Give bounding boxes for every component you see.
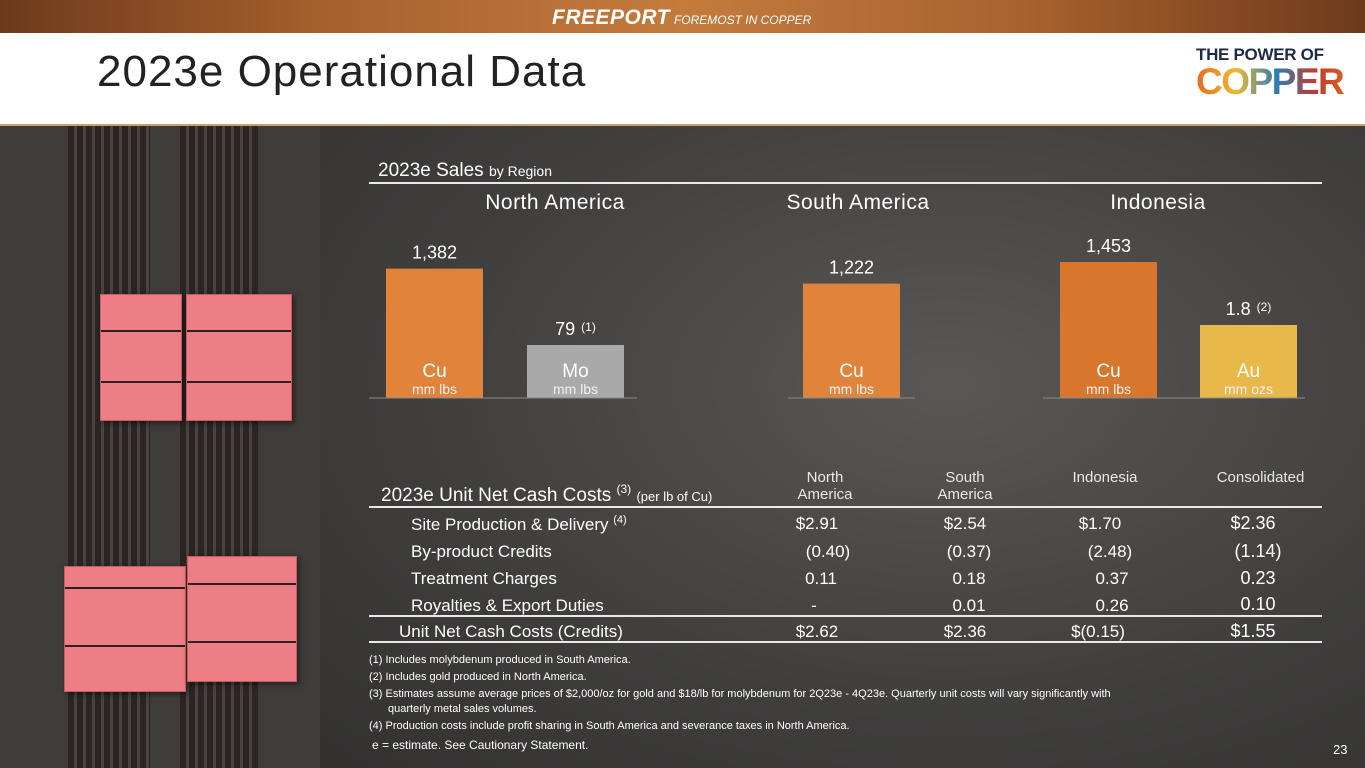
bar-indonesia-cu	[1060, 262, 1157, 398]
row-label-site-production: Site Production & Delivery (4)	[411, 514, 627, 535]
col-header-consolidated: Consolidated	[1198, 469, 1323, 486]
unit-label-north-america-mo: mm lbs	[553, 381, 598, 397]
top-banner: FREEPORT FOREMOST IN COPPER	[0, 0, 1365, 33]
bar-south-america-cu	[803, 283, 900, 398]
logo-top-text: THE POWER OF	[1196, 45, 1324, 64]
row-label-byproduct-credits: By-product Credits	[411, 542, 552, 561]
copper-plate	[186, 294, 292, 421]
copper-cathode-photo	[0, 126, 320, 768]
unit-label-indonesia-cu: mm lbs	[1086, 381, 1131, 397]
copper-plate	[100, 294, 182, 421]
value-label-north-america-mo: 79 (1)	[555, 319, 596, 339]
brand-name: FREEPORT	[552, 6, 670, 29]
cell-byproduct-na: (0.40)	[805, 542, 851, 561]
brand-tagline: FOREMOST IN COPPER	[673, 13, 812, 27]
col-header-line2: Consolidated	[1216, 469, 1305, 486]
footnote: (3) Estimates assume average prices of $…	[369, 688, 1111, 700]
cell-total-id: $(0.15)	[1071, 622, 1125, 641]
unit-label-indonesia-au: mm ozs	[1224, 381, 1273, 397]
cell-total-sa: $2.36	[943, 622, 987, 641]
sales-title-text: 2023e Sales	[378, 160, 484, 181]
title-bar: 2023e Operational Data THE POWER OF COPP…	[0, 33, 1365, 126]
costs-total-divider	[369, 615, 1322, 617]
row-label-royalties: Royalties & Export Duties	[411, 596, 604, 615]
copper-plate	[187, 556, 297, 682]
metal-label-indonesia-au: Au	[1237, 361, 1260, 382]
cell-royalties-id: 0.26	[1095, 596, 1129, 615]
bar-indonesia-au	[1200, 325, 1297, 398]
bar-north-america-cu	[386, 268, 483, 398]
cell-site-production-cons: $2.36	[1230, 513, 1276, 533]
col-header-indonesia: Indonesia	[1055, 469, 1155, 486]
cell-treatment-cons: 0.23	[1240, 568, 1276, 588]
copper-plate	[64, 566, 186, 692]
footnotes: (1) Includes molybdenum produced in Sout…	[369, 653, 1269, 736]
value-label-south-america-cu: 1,222	[829, 258, 874, 278]
costs-title-sub: (per lb of Cu)	[636, 489, 713, 504]
costs-bottom-divider	[369, 641, 1322, 643]
metal-label-indonesia-cu: Cu	[1096, 361, 1120, 382]
cell-royalties-cons: 0.10	[1240, 594, 1276, 614]
freeport-brand: FREEPORT FOREMOST IN COPPER	[552, 6, 811, 30]
row-label-total: Unit Net Cash Costs (Credits)	[399, 622, 623, 641]
costs-title-note: (3)	[616, 482, 632, 496]
sales-title: 2023e Sales by Region	[378, 160, 552, 182]
cell-treatment-id: 0.37	[1095, 569, 1129, 588]
col-header-line1: South	[945, 469, 985, 486]
costs-title-text: 2023e Unit Net Cash Costs	[381, 485, 612, 506]
sales-divider	[369, 182, 1322, 184]
page-title: 2023e Operational Data	[97, 47, 587, 96]
unit-label-north-america-cu: mm lbs	[412, 381, 457, 397]
col-header-north-america: North America	[780, 469, 870, 503]
cell-byproduct-id: (2.48)	[1087, 542, 1133, 561]
unit-label-south-america-cu: mm lbs	[829, 381, 874, 397]
metal-label-north-america-mo: Mo	[562, 361, 588, 382]
costs-title: 2023e Unit Net Cash Costs (3) (per lb of…	[381, 482, 712, 507]
cell-byproduct-sa: (0.37)	[946, 542, 992, 561]
metal-label-south-america-cu: Cu	[839, 361, 863, 382]
row-label-treatment-charges: Treatment Charges	[411, 569, 557, 588]
sales-subtitle: by Region	[488, 163, 552, 179]
cell-site-production-id: $1.70	[1078, 514, 1122, 533]
metal-label-north-america-cu: Cu	[422, 361, 446, 382]
cell-total-cons: $1.55	[1230, 621, 1276, 641]
cell-total-na: $2.62	[795, 622, 839, 641]
cell-byproduct-cons: (1.14)	[1234, 541, 1282, 561]
value-note-north-america-mo: (1)	[581, 320, 596, 334]
region-south-america: South America	[786, 191, 930, 214]
cell-royalties-na: -	[811, 596, 817, 615]
col-header-south-america: South America	[920, 469, 1010, 503]
region-north-america: North America	[485, 191, 625, 214]
region-indonesia: Indonesia	[1110, 191, 1206, 214]
col-header-line1: North	[806, 469, 844, 486]
cell-royalties-sa: 0.01	[952, 596, 986, 615]
row-label-note: (4)	[613, 514, 627, 526]
value-label-north-america-cu: 1,382	[412, 243, 457, 263]
row-label-text: Site Production & Delivery	[411, 515, 609, 534]
col-header-line2: Indonesia	[1072, 469, 1138, 486]
col-header-line2: America	[937, 486, 993, 503]
value-note-indonesia-au: (2)	[1257, 300, 1272, 314]
cell-treatment-na: 0.11	[805, 569, 837, 588]
bar-north-america-mo	[527, 345, 624, 398]
costs-header-divider	[369, 506, 1322, 508]
footnote-continued: quarterly metal sales volumes.	[388, 703, 537, 715]
footnote: (1) Includes molybdenum produced in Sout…	[369, 654, 631, 666]
cell-treatment-sa: 0.18	[952, 569, 986, 588]
concrete-background	[320, 126, 1365, 768]
value-label-indonesia-au: 1.8 (2)	[1226, 299, 1272, 319]
footnote: (4) Production costs include profit shar…	[369, 720, 850, 732]
col-header-line2: America	[797, 486, 853, 503]
page-number: 23	[1333, 742, 1348, 757]
cell-site-production-sa: $2.54	[943, 514, 987, 533]
power-of-copper-logo: THE POWER OF COPPER	[1196, 45, 1356, 109]
estimate-note: e = estimate. See Cautionary Statement.	[372, 738, 589, 752]
value-label-indonesia-cu: 1,453	[1086, 236, 1131, 256]
cell-site-production-na: $2.91	[795, 514, 839, 533]
logo-bottom-text: COPPER	[1196, 63, 1356, 100]
footnote: (2) Includes gold produced in North Amer…	[369, 671, 587, 683]
